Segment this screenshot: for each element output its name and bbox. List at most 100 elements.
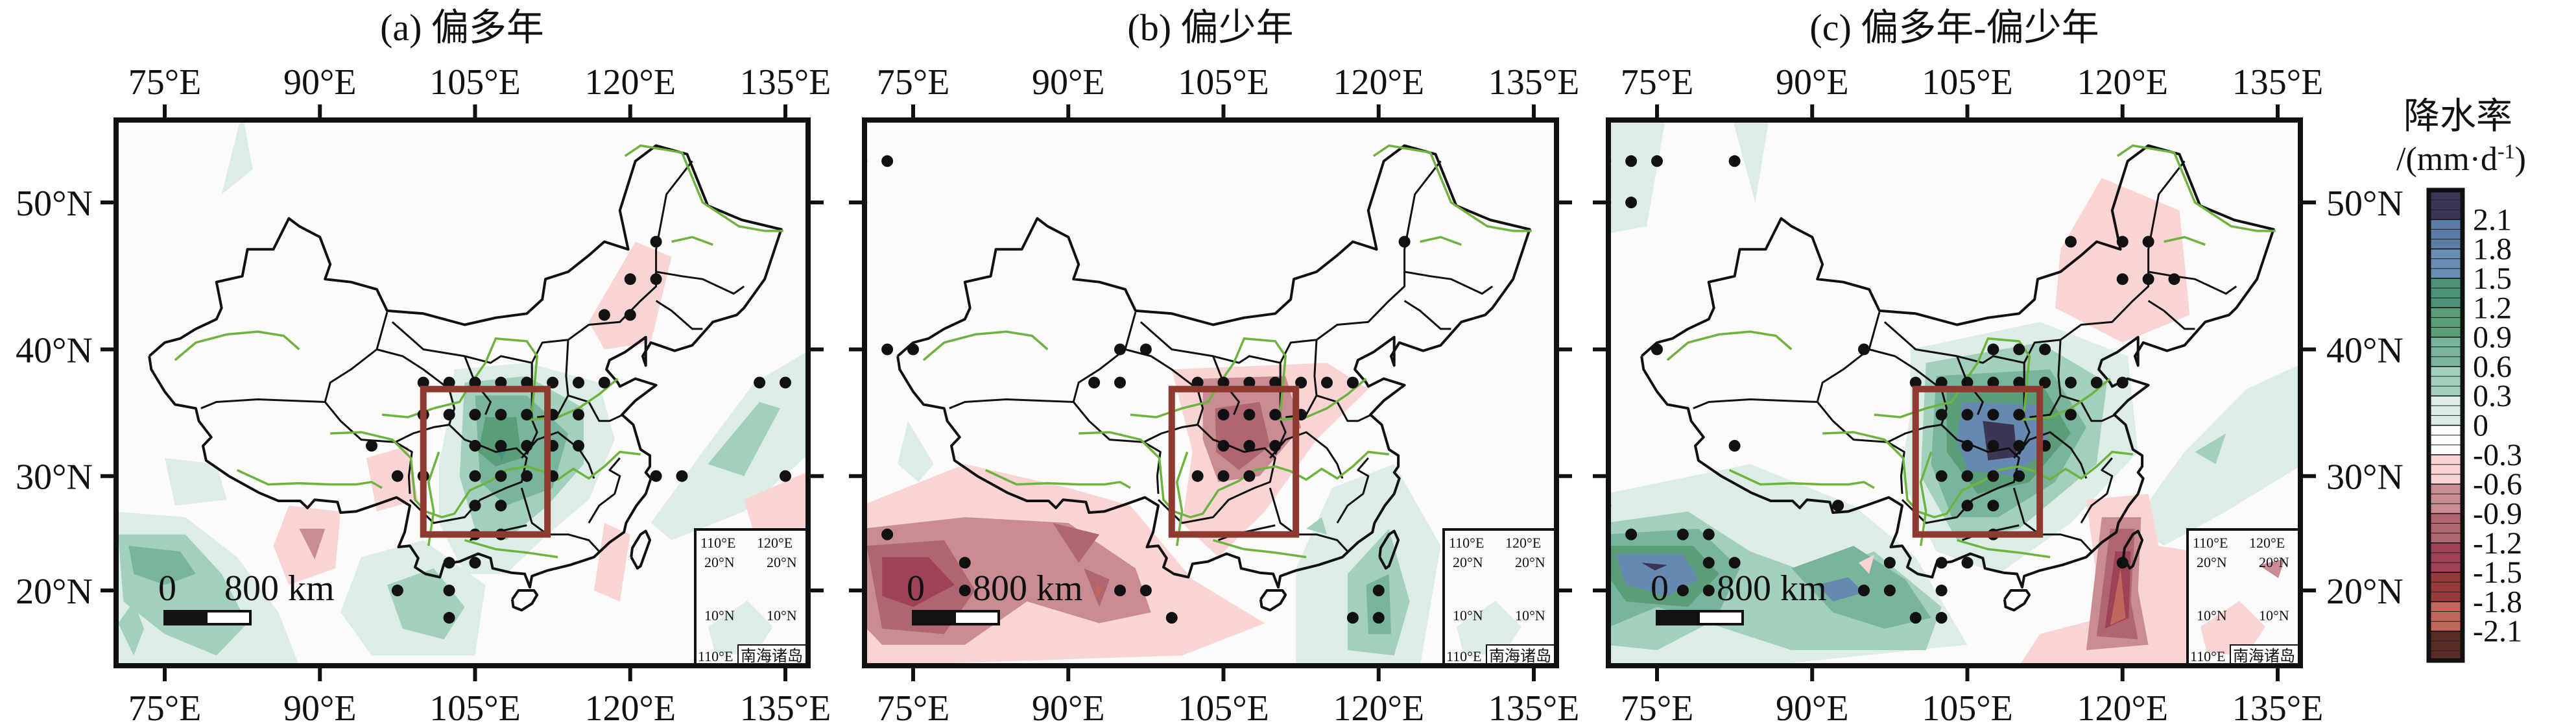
y-tick-label-left: 40°N: [16, 330, 93, 370]
significant-point: [443, 376, 455, 389]
inset-lat-label: 10°N: [704, 607, 735, 624]
study-region-box: [1168, 385, 1300, 538]
significant-point: [547, 376, 559, 389]
inset-lat-label: 20°N: [704, 554, 735, 570]
boundaries: [1640, 144, 2275, 612]
significant-point: [1217, 470, 1230, 482]
x-tick-label-top: 75°E: [128, 62, 202, 103]
south-china-sea-inset: 110°E 120°E 20°N 20°N 10°N 10°N 110°E 南海诸岛: [2186, 528, 2300, 666]
river: [1130, 337, 1367, 421]
colorbar-band: [2429, 190, 2463, 220]
significant-point: [780, 376, 791, 389]
significant-point: [959, 585, 971, 597]
significant-point: [1961, 470, 1974, 482]
river: [671, 236, 713, 246]
panel-title-b: (b) 偏少年: [1127, 6, 1293, 49]
province-border: [2029, 339, 2062, 419]
significant-point: [2168, 273, 2180, 285]
significant-point: [1269, 376, 1282, 389]
rivers: [174, 144, 783, 559]
significant-point: [2013, 376, 2025, 389]
significant-point: [1935, 612, 1948, 624]
significant-point: [881, 343, 894, 356]
river: [1372, 144, 1532, 232]
colorbar-tick-label: 2.1: [2473, 202, 2512, 237]
significant-point: [1961, 376, 1974, 389]
significant-point: [1269, 440, 1282, 452]
significant-point: [2013, 440, 2025, 452]
contour-region: [273, 505, 341, 585]
rivers: [922, 144, 1532, 559]
contour-region: [165, 457, 227, 506]
x-tick-label-top: 90°E: [1032, 62, 1105, 103]
significant-point: [1858, 343, 1870, 356]
contour-region: [898, 420, 934, 482]
province-border: [2060, 394, 2116, 422]
province-border: [1269, 431, 1344, 479]
colorbar-tick-label: 0: [2473, 409, 2488, 443]
x-tick-label-top: 105°E: [429, 62, 521, 103]
significant-point: [1651, 343, 1663, 356]
x-tick-label-top: 90°E: [1776, 62, 1849, 103]
significant-point: [443, 585, 455, 597]
significant-point: [521, 409, 533, 421]
y-tick-label-right: 40°N: [2326, 330, 2403, 370]
significant-point: [1139, 585, 1152, 597]
significant-point: [1728, 155, 1741, 167]
colorbar-tick-label: -0.9: [2473, 496, 2522, 531]
significant-point: [1987, 500, 1999, 512]
significant-point: [1987, 440, 1999, 452]
significant-point: [1217, 409, 1230, 421]
significant-point: [2065, 236, 2077, 248]
province-border: [567, 394, 624, 422]
map-frame: [1606, 117, 2303, 668]
significant-point: [521, 376, 533, 389]
colorbar-band: [2429, 396, 2463, 426]
axis-ticks: [1593, 104, 2316, 681]
x-tick-label-bottom: 90°E: [283, 688, 357, 728]
significant-point: [650, 236, 662, 248]
river: [1420, 236, 1462, 246]
significant-point: [1987, 343, 1999, 356]
contour-region: [2195, 433, 2226, 465]
significant-point: [573, 376, 584, 389]
x-tick-label-top: 120°E: [1333, 62, 1424, 103]
x-tick-label-bottom: 75°E: [128, 688, 202, 728]
significant-point: [573, 409, 584, 421]
y-tick-label-left: 30°N: [16, 457, 93, 498]
x-tick-label-top: 135°E: [1488, 62, 1580, 103]
significant-point: [443, 557, 455, 569]
inset-lat-label: 20°N: [2197, 554, 2227, 570]
significant-point: [881, 155, 894, 167]
contour-region: [593, 523, 630, 601]
inset-lon-label: 120°E: [1505, 535, 1541, 551]
contour-region: [128, 546, 196, 585]
x-tick-label-top: 120°E: [584, 62, 676, 103]
significant-point: [1243, 470, 1256, 482]
significant-point: [959, 557, 971, 569]
river: [624, 144, 783, 232]
map-body: 0 800 km 110°E 120°E 20°N 20°N 10°N 10°N 110°E 南海…: [865, 120, 1556, 666]
significant-point: [1269, 409, 1282, 421]
inset-lat-label: 10°N: [767, 607, 797, 624]
scale-bar: 0 800 km: [1651, 568, 1827, 625]
significant-point: [2039, 376, 2051, 389]
significant-point: [1728, 440, 1741, 452]
inset-lat-label: 10°N: [1453, 607, 1483, 624]
colorbar-band: [2429, 337, 2463, 367]
axis-ticks: [101, 104, 824, 681]
panel-title-c: (c) 偏多年-偏少年: [1809, 6, 2099, 49]
significant-point: [1935, 470, 1948, 482]
river: [174, 330, 300, 361]
colorbar-tick-label: -0.6: [2473, 467, 2522, 502]
significant-point: [1114, 343, 1126, 356]
province-border: [655, 300, 703, 330]
significant-point: [2039, 343, 2051, 356]
significant-point: [1217, 376, 1230, 389]
significant-point: [443, 409, 455, 421]
significant-point: [1165, 612, 1178, 624]
inset-name-box: [737, 644, 808, 666]
significant-point: [1909, 612, 1922, 624]
significant-point: [1372, 585, 1385, 597]
river: [381, 337, 619, 421]
